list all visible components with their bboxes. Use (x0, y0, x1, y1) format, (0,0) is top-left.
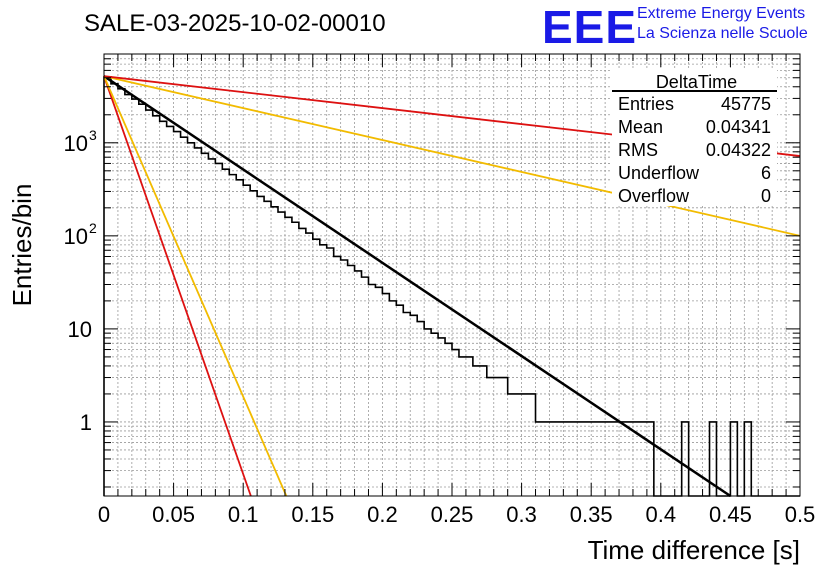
histogram-bin (362, 277, 369, 496)
histogram-bin (341, 260, 348, 496)
histogram-bin (104, 77, 111, 496)
histogram-bin (208, 159, 215, 496)
stats-row-label: Overflow (618, 186, 690, 206)
grid (104, 54, 800, 496)
fit-lines (103, 75, 801, 498)
histogram-bin (431, 333, 438, 496)
histogram-bin (403, 313, 410, 496)
y-tick-label: 1 (80, 410, 92, 435)
stats-row-value: 45775 (721, 94, 771, 114)
x-tick-label: 0.3 (506, 502, 537, 527)
x-tick-label: 0.15 (291, 502, 334, 527)
histogram-bin (396, 305, 403, 496)
eee-logo-line1: Extreme Energy Events (637, 5, 806, 22)
histogram-bin (153, 116, 160, 496)
y-tick-label-exponent: 3 (89, 127, 97, 143)
histogram-bin (201, 153, 208, 496)
histogram-bin (508, 394, 515, 496)
histogram-bin (494, 378, 501, 496)
histogram-bin (501, 378, 508, 496)
chart-title: SALE-03-2025-10-02-00010 (84, 10, 386, 37)
histogram-bin (181, 137, 188, 496)
histogram-bin (529, 394, 536, 496)
histogram-bin (389, 301, 396, 496)
histogram-bin (382, 294, 389, 496)
histogram-bin (174, 132, 181, 496)
eee-logo: EEE (542, 1, 638, 53)
histogram-bin (438, 338, 445, 496)
x-tick-label: 0.1 (228, 502, 259, 527)
y-tick-label-exponent: 2 (89, 220, 97, 236)
x-tick-label: 0.45 (709, 502, 752, 527)
y-tick-label: 10 (64, 224, 88, 249)
y-tick-label: 10 (68, 317, 92, 342)
fit-line-fit (103, 75, 732, 498)
histogram-bin (146, 110, 153, 496)
histogram-bin (355, 271, 362, 496)
histogram-bin (257, 196, 264, 496)
eee-logo-text: Extreme Energy Events La Scienza nelle S… (637, 4, 808, 44)
y-tick-label: 10 (64, 131, 88, 156)
histogram-bin (160, 121, 167, 496)
histogram-bin (292, 222, 299, 496)
histogram-bin (167, 126, 174, 496)
histogram-bin (222, 169, 229, 496)
stats-row-label: RMS (618, 140, 658, 160)
stats-row-value: 0.04341 (706, 117, 771, 137)
histogram-bin (229, 175, 236, 496)
histogram-bin (348, 266, 355, 496)
stats-row-label: Mean (618, 117, 663, 137)
histogram-bin (313, 239, 320, 496)
histogram-bin (515, 394, 522, 496)
histogram-bin (410, 315, 417, 496)
stats-row-value: 0 (761, 186, 771, 206)
histogram-bin (522, 394, 529, 496)
eee-logo-line2: La Scienza nelle Scuole (637, 25, 808, 42)
fit-line-red-steep (103, 75, 252, 497)
histogram-bin (487, 378, 494, 496)
axis-ticks: 0 0.05 0.1 0.15 0.2 0.25 0.3 0.35 0.4 0.45 0.5 1 10 1… (64, 54, 816, 527)
x-tick-label: 0.25 (431, 502, 474, 527)
histogram-bin (417, 322, 424, 496)
histogram-bin (299, 228, 306, 496)
fit-line-orange-shallow (103, 75, 801, 237)
histogram-bin (375, 287, 382, 496)
histogram-bin (215, 163, 222, 496)
histogram-bin (243, 185, 250, 496)
stats-row-label: Underflow (618, 163, 700, 183)
histogram-bin (111, 84, 118, 496)
x-tick-label: 0.05 (152, 502, 195, 527)
histogram-bin (452, 350, 459, 496)
y-axis-label: Entries/bin (7, 184, 37, 307)
x-tick-label: 0.2 (367, 502, 398, 527)
stats-row-label: Entries (618, 94, 674, 114)
histogram-bin (334, 256, 341, 496)
x-tick-label: 0.4 (646, 502, 677, 527)
x-tick-label: 0.35 (570, 502, 613, 527)
histogram-bin (118, 89, 125, 496)
stats-row-value: 0.04322 (706, 140, 771, 160)
x-tick-label: 0 (98, 502, 110, 527)
x-axis-label: Time difference [s] (588, 535, 800, 565)
histogram-bin (278, 212, 285, 496)
x-tick-label: 0.5 (785, 502, 816, 527)
fit-line-orange-steep (103, 75, 288, 497)
stats-row-value: 6 (761, 163, 771, 183)
histogram-bin (194, 148, 201, 496)
histogram-bin (320, 245, 327, 496)
stats-title: DeltaTime (656, 72, 737, 92)
histogram-bin (368, 284, 375, 496)
